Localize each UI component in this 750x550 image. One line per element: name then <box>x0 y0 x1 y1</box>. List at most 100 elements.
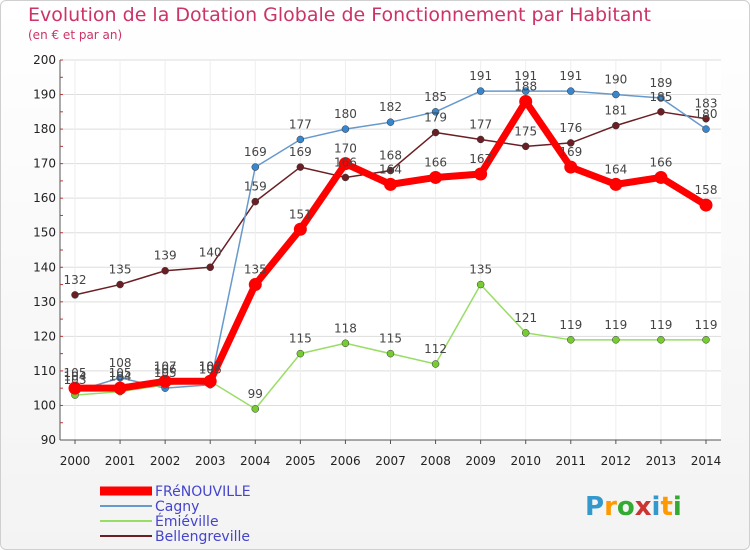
axes: 90 100 110 120 130 140 150 160 170 180 190 200 2000 2… <box>33 53 721 468</box>
data-label-cagny: 106 <box>199 363 222 377</box>
data-label-bellengreville: 159 <box>244 180 267 194</box>
data-label-frenouville: 151 <box>289 207 312 221</box>
y-tick-label: 170 <box>33 157 56 171</box>
data-label-bellengreville: 183 <box>695 97 718 111</box>
data-point-bellengreville <box>521 142 530 151</box>
data-label-cagny: 169 <box>244 145 267 159</box>
data-point-bellengreville <box>567 139 575 147</box>
data-point-emieville <box>251 405 260 413</box>
data-point-frenouville <box>384 177 397 191</box>
legend-label-emieville: Émiéville <box>155 513 219 530</box>
data-point-bellengreville <box>341 173 350 182</box>
data-point-emieville <box>567 336 575 344</box>
data-label-emieville: 115 <box>379 332 402 346</box>
x-tick-label: 2014 <box>691 454 722 468</box>
data-label-cagny: 108 <box>109 356 132 370</box>
data-point-cagny <box>431 108 440 116</box>
y-tick-label: 150 <box>33 226 56 240</box>
data-label-emieville: 119 <box>559 318 582 332</box>
data-label-cagny: 191 <box>514 69 537 83</box>
data-point-cagny <box>341 125 350 133</box>
data-label-bellengreville: 132 <box>64 273 87 287</box>
data-label-bellengreville: 176 <box>559 121 582 135</box>
data-point-cagny <box>386 118 395 126</box>
data-label-bellengreville: 135 <box>109 263 132 277</box>
data-point-cagny <box>612 90 620 99</box>
data-point-frenouville <box>429 170 443 184</box>
data-label-bellengreville: 185 <box>649 90 672 104</box>
data-label-cagny: 180 <box>695 107 718 121</box>
data-label-emieville: 104 <box>109 370 132 384</box>
data-point-bellengreville <box>251 197 260 206</box>
data-point-cagny <box>657 94 665 102</box>
y-tick-label: 130 <box>33 295 56 309</box>
y-tick-label: 120 <box>33 329 56 343</box>
data-label-frenouville: 170 <box>334 142 357 156</box>
data-point-cagny <box>251 163 260 171</box>
data-label-frenouville: 105 <box>64 366 87 380</box>
data-label-bellengreville: 166 <box>334 155 357 169</box>
data-label-frenouville: 166 <box>649 155 672 169</box>
data-label-bellengreville: 169 <box>289 145 312 159</box>
x-tick-label: 2004 <box>240 454 271 468</box>
data-point-bellengreville <box>161 266 169 275</box>
data-point-emieville <box>657 336 665 344</box>
data-point-cagny <box>476 87 485 95</box>
data-point-frenouville <box>248 278 262 292</box>
x-tick-label: 2001 <box>105 454 136 468</box>
data-label-emieville: 99 <box>248 387 263 401</box>
data-label-cagny: 190 <box>604 73 627 87</box>
x-tick-label: 2012 <box>601 454 632 468</box>
data-point-frenouville <box>474 167 488 181</box>
x-tick-label: 2009 <box>465 454 496 468</box>
data-point-bellengreville <box>206 263 214 272</box>
data-label-emieville: 112 <box>424 342 447 356</box>
y-tick-label: 180 <box>33 122 56 136</box>
x-tick-label: 2010 <box>510 454 541 468</box>
data-point-emieville <box>341 339 350 348</box>
data-point-bellengreville <box>296 163 305 171</box>
x-tick-label: 2005 <box>285 454 316 468</box>
y-tick-label: 160 <box>33 191 56 205</box>
data-point-cagny <box>296 135 305 144</box>
data-label-frenouville: 188 <box>514 79 537 93</box>
chart-subtitle: (en € et par an) <box>28 28 123 42</box>
data-label-bellengreville: 175 <box>514 124 537 138</box>
data-label-emieville: 107 <box>199 359 222 373</box>
data-label-cagny: 105 <box>154 366 177 380</box>
logo-text: Proxiti <box>585 492 682 522</box>
data-label-bellengreville: 181 <box>604 104 627 118</box>
x-tick-label: 2013 <box>646 454 677 468</box>
data-label-emieville: 121 <box>514 311 537 325</box>
x-tick-label: 2003 <box>195 454 226 468</box>
y-tick-label: 140 <box>33 260 56 274</box>
data-point-bellengreville <box>476 135 485 144</box>
data-point-emieville <box>476 280 485 289</box>
data-label-frenouville: 105 <box>109 366 132 380</box>
y-tick-label: 190 <box>33 88 56 102</box>
data-label-cagny: 182 <box>379 100 402 114</box>
data-point-frenouville <box>654 170 668 184</box>
x-tick-label: 2007 <box>375 454 406 468</box>
x-tick-label: 2011 <box>556 454 587 468</box>
data-point-frenouville <box>609 177 623 191</box>
data-label-bellengreville: 139 <box>154 249 177 263</box>
data-point-bellengreville <box>431 128 440 137</box>
data-label-bellengreville: 168 <box>379 149 402 163</box>
data-point-emieville <box>431 360 440 368</box>
data-point-bellengreville <box>116 280 124 289</box>
y-tick-label: 110 <box>33 364 56 378</box>
data-label-cagny: 177 <box>289 117 312 131</box>
data-label-bellengreville: 177 <box>469 117 492 131</box>
data-label-frenouville: 166 <box>424 155 447 169</box>
chart-title: Evolution de la Dotation Globale de Fonc… <box>28 4 651 26</box>
data-label-bellengreville: 179 <box>424 111 447 125</box>
data-point-emieville <box>612 336 620 344</box>
data-label-emieville: 119 <box>695 318 718 332</box>
data-label-emieville: 103 <box>64 373 87 387</box>
data-point-emieville <box>702 336 710 344</box>
data-point-cagny <box>521 87 530 95</box>
data-point-frenouville <box>293 222 307 236</box>
